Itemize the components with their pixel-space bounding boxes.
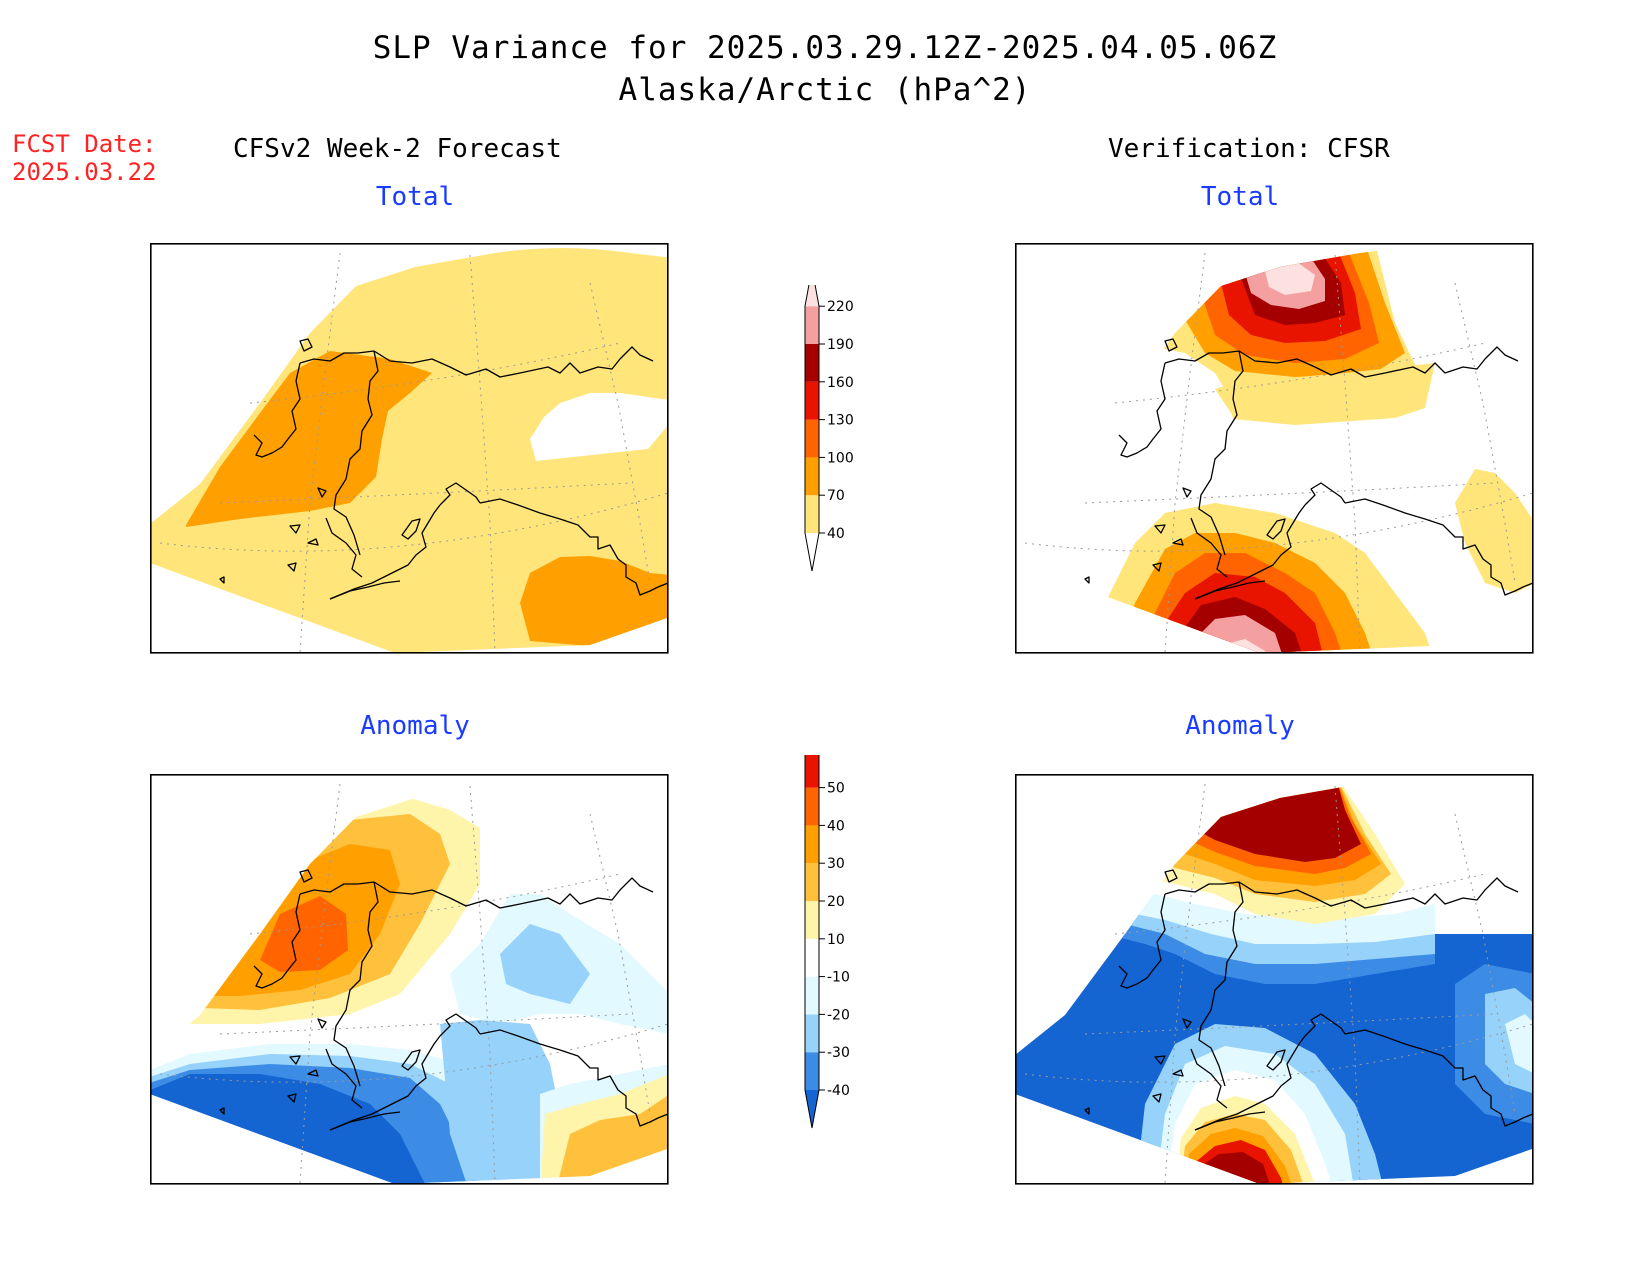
fcst-label: FCST Date:: [12, 130, 157, 158]
verif-anomaly-map: [1015, 774, 1534, 1185]
colorbar-anomaly-ticks: -40 -30 -20 -10 10 20 30 40 50 60: [819, 755, 850, 1099]
colorbar-total-box: [805, 495, 819, 533]
forecast-anomaly-title: Anomaly: [360, 711, 470, 741]
colorbar-anomaly-box: [805, 1014, 819, 1053]
fcst-date: 2025.03.22: [12, 158, 157, 186]
colorbar-anomaly-tick-label: -30: [827, 1045, 850, 1061]
colorbar-anomaly-box: [805, 755, 819, 788]
colorbar-anomaly-swatches: [804, 755, 820, 1129]
colorbar-anomaly-tick-label: 30: [827, 856, 845, 872]
colorbar-total-box: [805, 457, 819, 496]
colorbar-total-tick-label: 100: [827, 450, 854, 466]
colorbar-anomaly-box: [805, 901, 819, 939]
colorbar-anomaly-box: [805, 787, 819, 826]
verif-total-map: [1015, 243, 1534, 654]
colorbar-total-swatches: [804, 285, 820, 572]
colorbar-anomaly-tick-label: -10: [827, 970, 850, 986]
colorbar-anomaly-tick-label: -20: [827, 1007, 850, 1023]
colorbar-anomaly-tick-label: 10: [827, 932, 845, 948]
colorbar-anomaly-bottom-triangle: [805, 1090, 819, 1128]
colorbar-total-bottom-triangle: [805, 533, 819, 571]
forecast-total-title: Total: [375, 182, 455, 212]
colorbar-total-tick-label: 160: [827, 375, 854, 391]
colorbar-total-tick-label: 40: [827, 526, 845, 542]
verif-anomaly-title: Anomaly: [1185, 711, 1295, 741]
colorbar-total-tick-label: 220: [827, 299, 854, 315]
forecast-anomaly-map: [150, 774, 669, 1185]
colorbar-total-ticks: 40 70 100 130 160 190 220: [819, 299, 854, 542]
colorbar-anomaly-box: [805, 976, 819, 1015]
main-subtitle: Alaska/Arctic (hPa^2): [618, 72, 1032, 108]
colorbar-anomaly-tick-label: -40: [827, 1083, 850, 1099]
colorbar-anomaly-box: [805, 1052, 819, 1090]
colorbar-total-tick-label: 190: [827, 337, 854, 353]
colorbar-total-box: [805, 381, 819, 420]
colorbar-anomaly-box: [805, 863, 819, 901]
main-title: SLP Variance for 2025.03.29.12Z-2025.04.…: [372, 30, 1278, 66]
colorbar-total-box: [805, 344, 819, 382]
colorbar-total: 40 70 100 130 160 190 220: [804, 285, 854, 572]
colorbar-total-tick-label: 130: [827, 413, 854, 429]
forecast-total-map: [150, 243, 669, 654]
colorbar-anomaly: -40 -30 -20 -10 10 20 30 40 50 60: [804, 755, 850, 1129]
colorbar-anomaly-box: [805, 825, 819, 864]
colorbar-anomaly-tick-label: 40: [827, 818, 845, 834]
colorbar-anomaly-tick-label: 60: [827, 755, 845, 759]
colorbar-anomaly-box: [805, 938, 819, 977]
colorbar-anomaly-tick-label: 20: [827, 894, 845, 910]
colorbar-anomaly-tick-label: 50: [827, 781, 845, 797]
colorbar-total-box: [805, 306, 819, 344]
colorbar-total-tick-label: 70: [827, 488, 845, 504]
column-header-forecast: CFSv2 Week-2 Forecast: [233, 134, 562, 164]
colorbar-total-box: [805, 419, 819, 458]
colorbar-total-top-triangle: [805, 285, 819, 307]
column-header-verification: Verification: CFSR: [1108, 134, 1390, 164]
verif-total-title: Total: [1200, 182, 1280, 212]
